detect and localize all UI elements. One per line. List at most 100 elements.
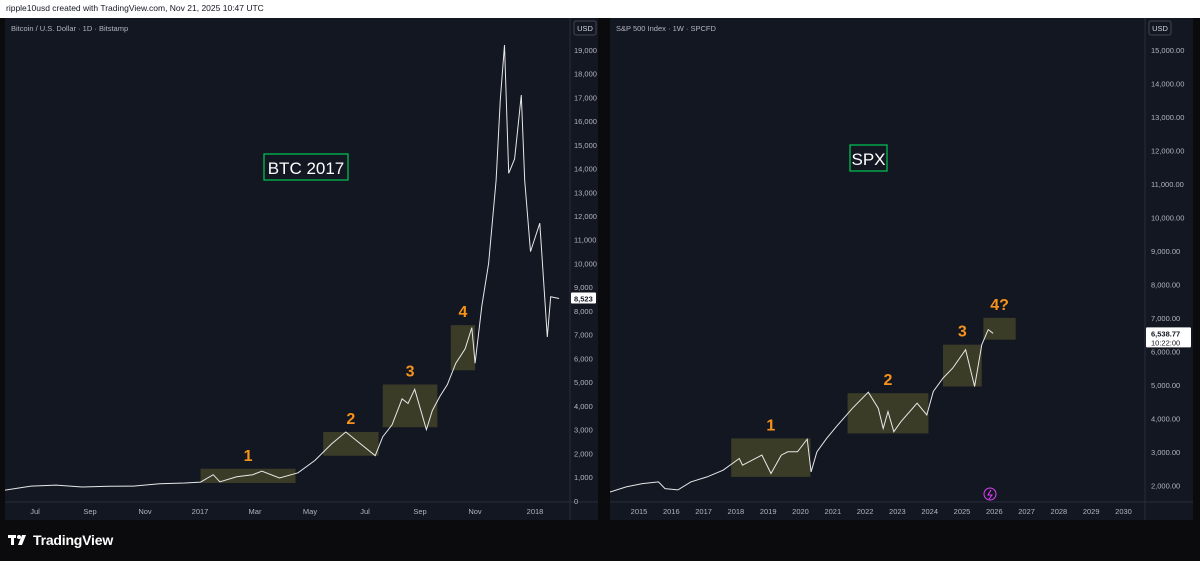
y-tick-label: 9,000.00 (1151, 247, 1180, 256)
y-tick-label: 7,000.00 (1151, 314, 1180, 323)
wave-zone-box[interactable] (942, 344, 982, 387)
x-tick-label: 2023 (889, 507, 906, 516)
currency-badge[interactable] (1148, 20, 1172, 36)
x-tick-label: 2021 (824, 507, 841, 516)
chart-title-box[interactable] (263, 153, 349, 181)
price-line[interactable] (610, 328, 994, 493)
y-tick-label: 14,000 (574, 165, 597, 174)
y-tick-label: 0 (574, 497, 578, 506)
x-tick-label: Nov (468, 507, 482, 516)
btc-chart-svg[interactable]: USD19,00018,00017,00016,00015,00014,0001… (5, 18, 598, 520)
wave-number-label: 3 (958, 324, 967, 341)
wave-number-label: 3 (406, 364, 415, 381)
y-tick-label: 5,000.00 (1151, 381, 1180, 390)
y-tick-label: 15,000 (574, 141, 597, 150)
lightning-icon[interactable] (983, 487, 997, 501)
x-tick-label: 2027 (1018, 507, 1035, 516)
footer (0, 520, 1200, 561)
y-tick-label: 3,000.00 (1151, 448, 1180, 457)
x-tick-label: 2024 (921, 507, 938, 516)
x-tick-label: May (303, 507, 317, 516)
last-price-tag (571, 292, 596, 304)
y-tick-label: 19,000 (574, 46, 597, 55)
wave-zone-box[interactable] (450, 325, 476, 371)
last-price-tag (1146, 327, 1191, 348)
x-tick-label: 2029 (1083, 507, 1100, 516)
attribution-text: ripple10usd created with TradingView.com… (6, 3, 264, 13)
x-tick-label: Sep (83, 507, 96, 516)
tradingview-logo-icon (8, 535, 26, 545)
x-tick-label: Nov (138, 507, 152, 516)
last-price-value: 6,538.77 (1151, 329, 1180, 338)
y-tick-label: 7,000 (574, 331, 593, 340)
x-tick-label: 2020 (792, 507, 809, 516)
y-tick-label: 11,000.00 (1151, 180, 1184, 189)
price-line[interactable] (5, 45, 560, 491)
x-tick-label: 2019 (760, 507, 777, 516)
x-tick-label: 2022 (857, 507, 874, 516)
y-tick-label: 5,000 (574, 378, 593, 387)
wave-zone-box[interactable] (200, 468, 296, 484)
wave-number-label: 1 (766, 417, 775, 434)
x-tick-label: 2025 (954, 507, 971, 516)
wave-number-label: 1 (244, 448, 253, 465)
y-tick-label: 18,000 (574, 70, 597, 79)
spx-chart-svg[interactable]: USD15,000.0014,000.0013,000.0012,000.001… (610, 18, 1193, 520)
y-tick-label: 10,000.00 (1151, 213, 1184, 222)
x-tick-label: 2028 (1051, 507, 1068, 516)
y-tick-label: 17,000 (574, 93, 597, 102)
wave-zone-box[interactable] (382, 384, 438, 428)
y-tick-label: 16,000 (574, 117, 597, 126)
x-tick-label: 2016 (663, 507, 680, 516)
y-tick-label: 14,000.00 (1151, 80, 1184, 89)
y-tick-label: 13,000.00 (1151, 113, 1184, 122)
y-tick-label: 12,000 (574, 212, 597, 221)
y-tick-label: 13,000 (574, 188, 597, 197)
y-tick-label: 4,000.00 (1151, 414, 1180, 423)
x-tick-label: 2018 (728, 507, 745, 516)
y-tick-label: 9,000 (574, 283, 593, 292)
spx-chart-panel[interactable]: USD 15,000.00 14,000.00 13,000.00 12,000.00 1… (610, 18, 1193, 520)
x-tick-label: Jul (360, 507, 370, 516)
x-tick-label: 2018 (527, 507, 544, 516)
y-tick-label: 3,000 (574, 426, 593, 435)
y-tick-label: 8,000.00 (1151, 280, 1180, 289)
chart-title: BTC 2017 (268, 159, 345, 178)
wave-number-label: 4? (990, 297, 1009, 314)
currency-label: USD (577, 24, 593, 33)
y-tick-label: 8,000 (574, 307, 593, 316)
y-tick-label: 2,000.00 (1151, 481, 1180, 490)
x-tick-label: 2017 (695, 507, 712, 516)
wave-number-label: 2 (346, 411, 355, 428)
btc-instrument-label: Bitcoin / U.S. Dollar · 1D · Bitstamp (11, 24, 129, 33)
x-tick-label: 2015 (631, 507, 648, 516)
wave-zone-box[interactable] (983, 317, 1016, 340)
x-tick-label: 2017 (192, 507, 209, 516)
last-price-value: 8,523 (574, 295, 593, 304)
y-tick-label: 6,000 (574, 354, 593, 363)
y-tick-label: 4,000 (574, 402, 593, 411)
spx-instrument-label: S&P 500 Index · 1W · SPCFD (616, 24, 716, 33)
wave-number-label: 2 (884, 372, 893, 389)
chart-title-box[interactable] (849, 144, 888, 172)
x-tick-label: 2030 (1115, 507, 1132, 516)
y-tick-label: 1,000 (574, 473, 593, 482)
x-tick-label: Sep (413, 507, 426, 516)
btc-chart-panel[interactable]: USD 19,000 18,000 17,000 16,000 15,000 14,000 1… (5, 18, 598, 520)
x-tick-label: Jul (30, 507, 40, 516)
tradingview-wordmark: TradingView (33, 532, 114, 548)
wave-zone-box[interactable] (731, 438, 811, 477)
currency-badge[interactable] (573, 20, 597, 36)
wave-zone-box[interactable] (323, 431, 379, 456)
y-tick-label: 11,000 (574, 236, 596, 245)
x-tick-label: 2026 (986, 507, 1003, 516)
y-tick-label: 2,000 (574, 449, 593, 458)
currency-label: USD (1152, 24, 1168, 33)
y-tick-label: 6,000.00 (1151, 347, 1180, 356)
bar-countdown: 10:22:00 (1151, 338, 1180, 347)
y-tick-label: 10,000 (574, 259, 597, 268)
chart-title: SPX (851, 150, 885, 169)
y-tick-label: 15,000.00 (1151, 46, 1184, 55)
wave-number-label: 4 (459, 304, 468, 321)
y-tick-label: 12,000.00 (1151, 147, 1184, 156)
